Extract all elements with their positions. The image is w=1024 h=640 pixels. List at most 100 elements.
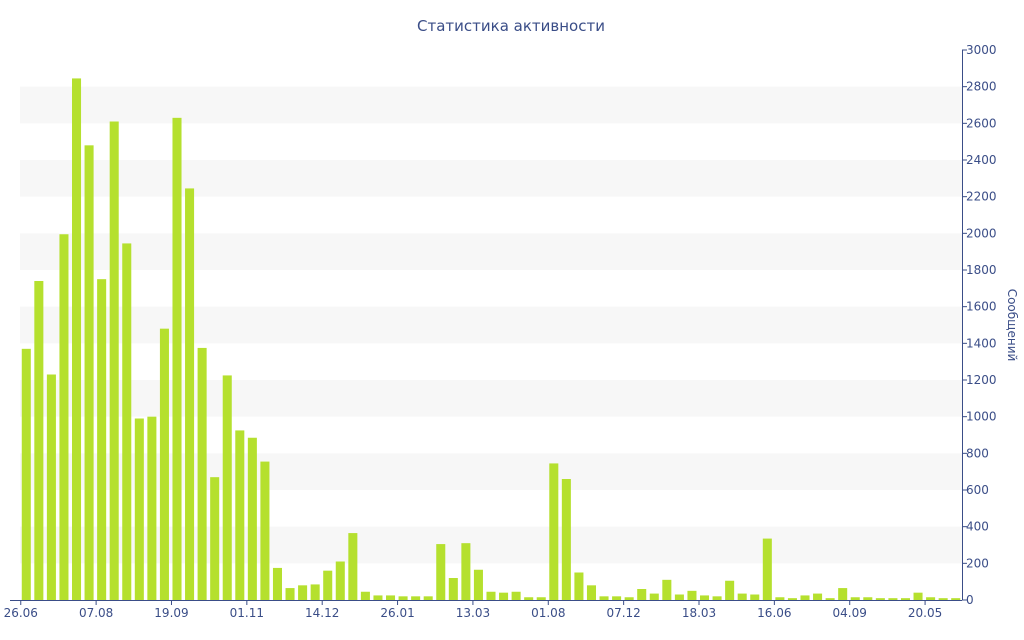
- bar: [46, 374, 56, 600]
- bar: [97, 279, 107, 600]
- bar: [775, 597, 785, 600]
- y-axis-ticks: 0 200 400 600 800 1000 1200 1400 1600 1800 2000 220…: [962, 43, 997, 607]
- bar: [21, 348, 31, 600]
- bar: [499, 592, 509, 600]
- bar: [926, 597, 936, 600]
- y-tick-label: 200: [966, 556, 989, 570]
- y-tick-label: 1000: [966, 410, 997, 424]
- bar: [813, 593, 823, 600]
- bar: [323, 570, 333, 600]
- bar: [875, 598, 885, 600]
- bar: [750, 594, 760, 600]
- y-axis-label: Сообщений: [1005, 289, 1019, 362]
- bar: [386, 595, 396, 600]
- bar: [712, 596, 722, 600]
- bar: [700, 595, 710, 600]
- bar: [134, 418, 144, 600]
- bar: [272, 567, 282, 600]
- x-tick-label: 07.12: [606, 606, 640, 620]
- y-tick-label: 1200: [966, 373, 997, 387]
- bar: [260, 461, 270, 600]
- bar: [561, 479, 571, 600]
- chart-title: Статистика активности: [417, 17, 605, 35]
- bar: [172, 117, 182, 600]
- bar: [599, 596, 609, 600]
- bar: [335, 561, 345, 600]
- y-tick-label: 2600: [966, 116, 997, 130]
- bar: [473, 569, 483, 600]
- bar: [59, 234, 69, 600]
- y-tick-label: 0: [966, 593, 974, 607]
- y-tick-label: 600: [966, 483, 989, 497]
- bar: [511, 591, 521, 600]
- bar: [938, 598, 948, 600]
- y-tick-label: 2200: [966, 190, 997, 204]
- x-tick-label: 26.06: [4, 606, 38, 620]
- bar: [360, 591, 370, 600]
- bar: [662, 579, 672, 600]
- x-tick-label: 14.12: [305, 606, 339, 620]
- x-tick-label: 20.05: [908, 606, 942, 620]
- x-tick-label: 26.01: [380, 606, 414, 620]
- bar: [825, 598, 835, 600]
- bar: [863, 597, 873, 600]
- y-tick-label: 2800: [966, 80, 997, 94]
- x-tick-label: 07.08: [79, 606, 113, 620]
- bar: [448, 578, 458, 600]
- y-tick-label: 800: [966, 446, 989, 460]
- bar: [84, 145, 94, 600]
- bar: [536, 597, 546, 600]
- bar: [737, 593, 747, 600]
- x-tick-label: 19.09: [154, 606, 188, 620]
- bar: [235, 430, 245, 600]
- bar: [109, 121, 119, 600]
- bar: [800, 595, 810, 600]
- x-tick-label: 18.03: [682, 606, 716, 620]
- y-tick-label: 1400: [966, 336, 997, 350]
- bar: [624, 597, 634, 600]
- grid-band: [20, 233, 962, 270]
- bar: [637, 589, 647, 600]
- bar: [298, 585, 308, 600]
- bar: [787, 598, 797, 600]
- bar: [574, 572, 584, 600]
- bar: [888, 598, 898, 600]
- bar: [687, 590, 697, 600]
- bar: [486, 591, 496, 600]
- bar: [185, 188, 195, 601]
- bar: [310, 584, 320, 600]
- bar: [373, 595, 383, 600]
- y-tick-label: 2400: [966, 153, 997, 167]
- bar: [524, 597, 534, 600]
- bar: [147, 416, 157, 600]
- bar: [838, 588, 848, 600]
- bar: [210, 477, 220, 600]
- x-axis-ticks: 26.06 07.08 19.09 01.11 14.12 26.01 13.03 01.08…: [4, 600, 942, 620]
- bar: [461, 543, 471, 600]
- bar: [122, 243, 132, 601]
- bars: [21, 78, 961, 601]
- bar: [725, 580, 735, 600]
- grid-band: [20, 160, 962, 197]
- x-tick-label: 04.09: [833, 606, 867, 620]
- bar: [398, 596, 408, 600]
- bar: [222, 375, 232, 600]
- bar: [850, 597, 860, 600]
- bar: [649, 593, 659, 600]
- bar: [34, 281, 44, 600]
- x-tick-label: 13.03: [456, 606, 490, 620]
- bar: [900, 598, 910, 600]
- bar: [549, 463, 559, 600]
- bar: [913, 592, 923, 600]
- bar: [423, 596, 433, 600]
- grid-band: [20, 86, 962, 124]
- bar: [674, 594, 684, 600]
- y-tick-label: 1600: [966, 300, 997, 314]
- bar: [411, 596, 421, 600]
- bar: [762, 538, 772, 600]
- y-tick-label: 2000: [966, 226, 997, 240]
- bar: [72, 78, 82, 601]
- bar: [951, 598, 961, 600]
- y-tick-label: 400: [966, 520, 989, 534]
